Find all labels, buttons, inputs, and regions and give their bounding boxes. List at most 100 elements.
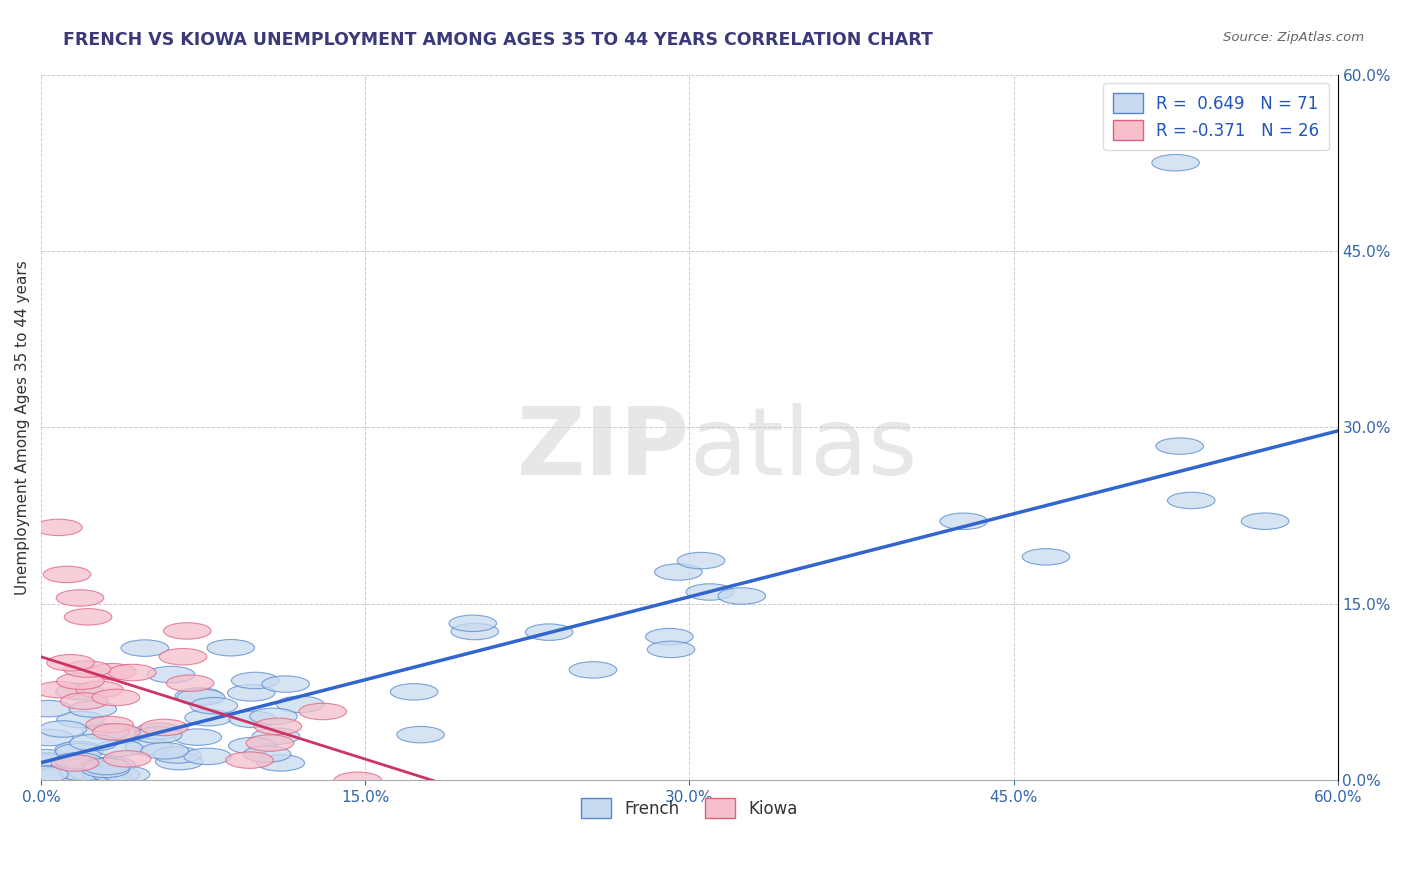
Ellipse shape — [96, 740, 143, 756]
Ellipse shape — [1152, 154, 1199, 171]
Ellipse shape — [39, 721, 87, 737]
Ellipse shape — [59, 764, 107, 780]
Ellipse shape — [35, 519, 82, 535]
Ellipse shape — [163, 623, 211, 640]
Ellipse shape — [153, 747, 201, 764]
Y-axis label: Unemployment Among Ages 35 to 44 years: Unemployment Among Ages 35 to 44 years — [15, 260, 30, 595]
Ellipse shape — [87, 756, 135, 773]
Ellipse shape — [252, 728, 299, 745]
Ellipse shape — [166, 675, 214, 691]
Ellipse shape — [1156, 438, 1204, 454]
Ellipse shape — [159, 648, 207, 665]
Ellipse shape — [141, 742, 188, 759]
Ellipse shape — [56, 711, 104, 728]
Text: FRENCH VS KIOWA UNEMPLOYMENT AMONG AGES 35 TO 44 YEARS CORRELATION CHART: FRENCH VS KIOWA UNEMPLOYMENT AMONG AGES … — [63, 31, 934, 49]
Ellipse shape — [82, 723, 129, 739]
Ellipse shape — [80, 757, 128, 774]
Ellipse shape — [38, 766, 86, 782]
Ellipse shape — [104, 750, 150, 767]
Text: Source: ZipAtlas.com: Source: ZipAtlas.com — [1223, 31, 1364, 45]
Ellipse shape — [56, 743, 103, 760]
Ellipse shape — [647, 641, 695, 657]
Ellipse shape — [89, 664, 136, 680]
Ellipse shape — [73, 766, 120, 782]
Ellipse shape — [21, 766, 69, 782]
Ellipse shape — [1241, 513, 1289, 530]
Ellipse shape — [25, 730, 73, 746]
Ellipse shape — [718, 588, 766, 604]
Ellipse shape — [70, 765, 118, 781]
Ellipse shape — [655, 564, 702, 581]
Ellipse shape — [335, 772, 381, 789]
Ellipse shape — [277, 696, 323, 713]
Ellipse shape — [135, 723, 181, 739]
Ellipse shape — [46, 655, 94, 671]
Ellipse shape — [76, 681, 124, 698]
Ellipse shape — [250, 708, 297, 724]
Ellipse shape — [103, 766, 150, 782]
Ellipse shape — [190, 698, 238, 714]
Ellipse shape — [184, 709, 232, 726]
Ellipse shape — [243, 746, 291, 763]
Ellipse shape — [176, 688, 222, 704]
Ellipse shape — [177, 689, 225, 706]
Ellipse shape — [63, 661, 111, 677]
Ellipse shape — [229, 711, 277, 728]
Ellipse shape — [65, 608, 112, 625]
Ellipse shape — [226, 752, 273, 768]
Ellipse shape — [93, 766, 139, 782]
Ellipse shape — [184, 748, 232, 764]
Ellipse shape — [135, 727, 181, 743]
Ellipse shape — [93, 723, 141, 740]
Ellipse shape — [1167, 492, 1215, 508]
Ellipse shape — [22, 753, 69, 769]
Ellipse shape — [207, 640, 254, 656]
Ellipse shape — [108, 665, 156, 681]
Ellipse shape — [25, 700, 72, 717]
Ellipse shape — [1022, 549, 1070, 566]
Ellipse shape — [56, 683, 103, 699]
Ellipse shape — [645, 629, 693, 645]
Ellipse shape — [156, 754, 202, 770]
Ellipse shape — [939, 513, 987, 530]
Ellipse shape — [228, 738, 276, 754]
Ellipse shape — [55, 753, 101, 769]
Ellipse shape — [141, 719, 188, 736]
Ellipse shape — [125, 739, 173, 756]
Ellipse shape — [82, 761, 129, 778]
Ellipse shape — [174, 729, 222, 746]
Ellipse shape — [101, 727, 149, 743]
Ellipse shape — [121, 640, 169, 657]
Ellipse shape — [44, 566, 91, 582]
Ellipse shape — [232, 673, 278, 689]
Ellipse shape — [254, 718, 302, 734]
Ellipse shape — [262, 676, 309, 692]
Ellipse shape — [70, 734, 117, 751]
Ellipse shape — [299, 703, 346, 720]
Ellipse shape — [56, 590, 104, 607]
Ellipse shape — [257, 755, 305, 771]
Ellipse shape — [246, 735, 294, 751]
Ellipse shape — [451, 624, 499, 640]
Ellipse shape — [526, 624, 574, 640]
Ellipse shape — [148, 666, 195, 682]
Ellipse shape — [60, 693, 108, 709]
Ellipse shape — [51, 755, 98, 772]
Ellipse shape — [569, 662, 617, 678]
Ellipse shape — [83, 766, 131, 782]
Ellipse shape — [228, 685, 276, 701]
Ellipse shape — [35, 681, 83, 698]
Text: ZIP: ZIP — [516, 402, 689, 494]
Ellipse shape — [86, 716, 134, 733]
Ellipse shape — [21, 754, 69, 771]
Ellipse shape — [55, 741, 103, 758]
Ellipse shape — [449, 615, 496, 632]
Ellipse shape — [22, 749, 69, 766]
Ellipse shape — [678, 552, 725, 569]
Ellipse shape — [391, 683, 437, 700]
Ellipse shape — [396, 726, 444, 743]
Ellipse shape — [83, 758, 131, 775]
Ellipse shape — [686, 583, 734, 600]
Ellipse shape — [93, 690, 139, 706]
Ellipse shape — [56, 673, 104, 690]
